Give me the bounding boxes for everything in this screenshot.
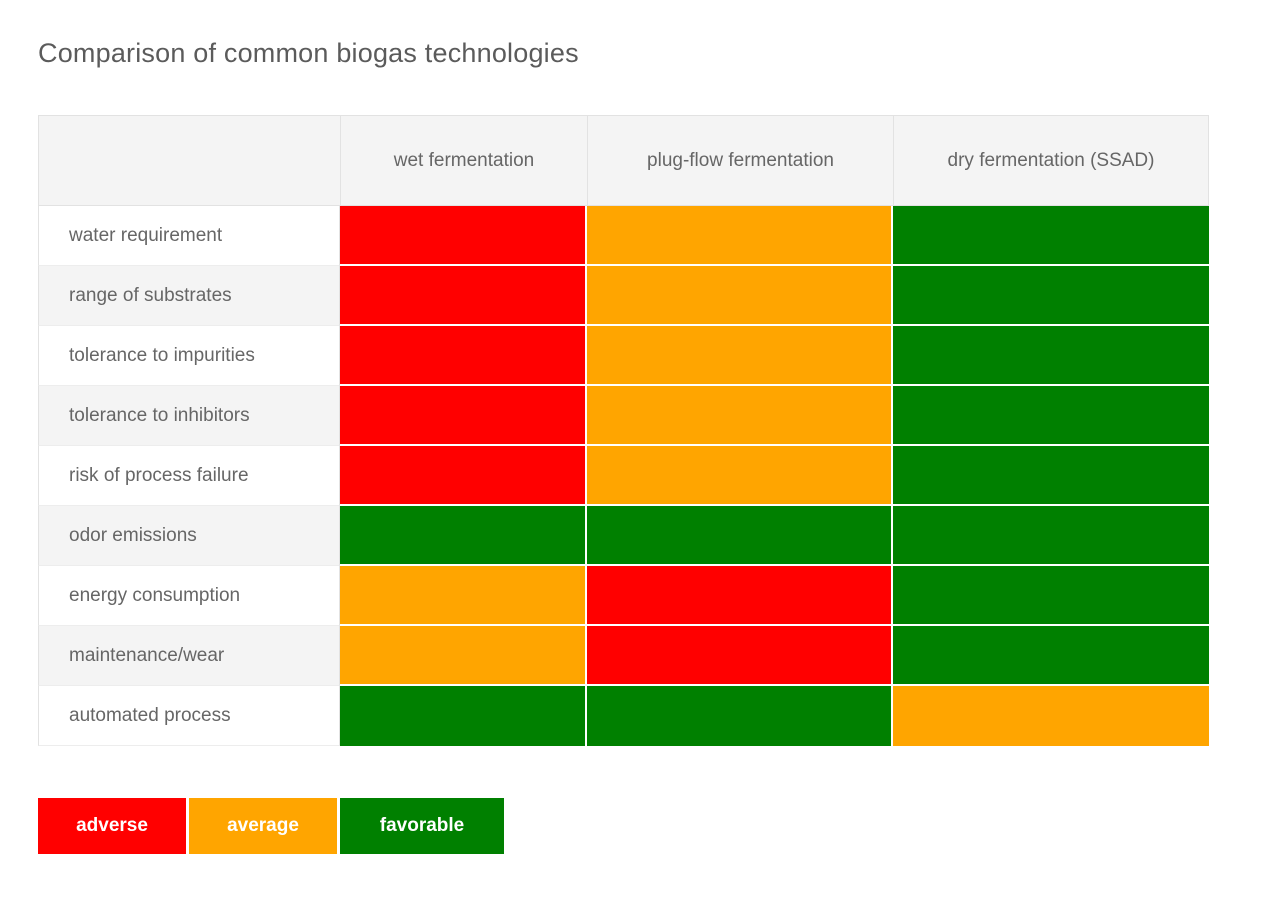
rating-cell-favorable <box>893 566 1209 626</box>
legend-item-adverse: adverse <box>38 798 186 854</box>
rating-cell-average <box>587 206 893 266</box>
comparison-table: wet fermentation plug-flow fermentation … <box>38 115 1209 746</box>
rating-cell-favorable <box>893 626 1209 686</box>
row-label: odor emissions <box>38 506 340 566</box>
rating-cell-favorable <box>893 326 1209 386</box>
rating-cell-favorable <box>893 206 1209 266</box>
legend: adverse average favorable <box>38 798 1261 854</box>
rating-cell-favorable <box>893 266 1209 326</box>
row-label: water requirement <box>38 206 340 266</box>
rating-cell-adverse <box>340 206 587 266</box>
rating-cell-average <box>340 626 587 686</box>
rating-cell-adverse <box>340 266 587 326</box>
table-row: water requirement <box>38 206 1209 266</box>
table-row: range of substrates <box>38 266 1209 326</box>
page-title: Comparison of common biogas technologies <box>38 38 579 68</box>
rating-cell-favorable <box>340 686 587 746</box>
rating-cell-average <box>340 566 587 626</box>
legend-item-favorable: favorable <box>340 798 504 854</box>
row-label: energy consumption <box>38 566 340 626</box>
rating-cell-favorable <box>893 446 1209 506</box>
rating-cell-favorable <box>587 506 893 566</box>
table-row: maintenance/wear <box>38 626 1209 686</box>
table-row: energy consumption <box>38 566 1209 626</box>
table-row: risk of process failure <box>38 446 1209 506</box>
rating-cell-average <box>587 446 893 506</box>
rating-cell-average <box>587 326 893 386</box>
rating-cell-favorable <box>587 686 893 746</box>
legend-item-average: average <box>189 798 337 854</box>
rating-cell-average <box>893 686 1209 746</box>
rating-cell-adverse <box>340 446 587 506</box>
row-label: maintenance/wear <box>38 626 340 686</box>
column-header-dry-fermentation: dry fermentation (SSAD) <box>893 115 1209 206</box>
rating-cell-adverse <box>340 326 587 386</box>
table-row: tolerance to inhibitors <box>38 386 1209 446</box>
rating-cell-favorable <box>893 386 1209 446</box>
corner-cell <box>38 115 340 206</box>
table-row: tolerance to impurities <box>38 326 1209 386</box>
column-header-plug-flow-fermentation: plug-flow fermentation <box>587 115 893 206</box>
rating-cell-adverse <box>587 626 893 686</box>
rating-cell-average <box>587 266 893 326</box>
row-label: tolerance to impurities <box>38 326 340 386</box>
column-header-wet-fermentation: wet fermentation <box>340 115 587 206</box>
rating-cell-average <box>587 386 893 446</box>
table-row: odor emissions <box>38 506 1209 566</box>
table-row: automated process <box>38 686 1209 746</box>
rating-cell-adverse <box>587 566 893 626</box>
row-label: automated process <box>38 686 340 746</box>
row-label: tolerance to inhibitors <box>38 386 340 446</box>
rating-cell-adverse <box>340 386 587 446</box>
row-label: range of substrates <box>38 266 340 326</box>
rating-cell-favorable <box>340 506 587 566</box>
header-row: wet fermentation plug-flow fermentation … <box>38 115 1209 206</box>
rating-cell-favorable <box>893 506 1209 566</box>
row-label: risk of process failure <box>38 446 340 506</box>
table-body: water requirement range of substrates tole… <box>38 206 1209 746</box>
